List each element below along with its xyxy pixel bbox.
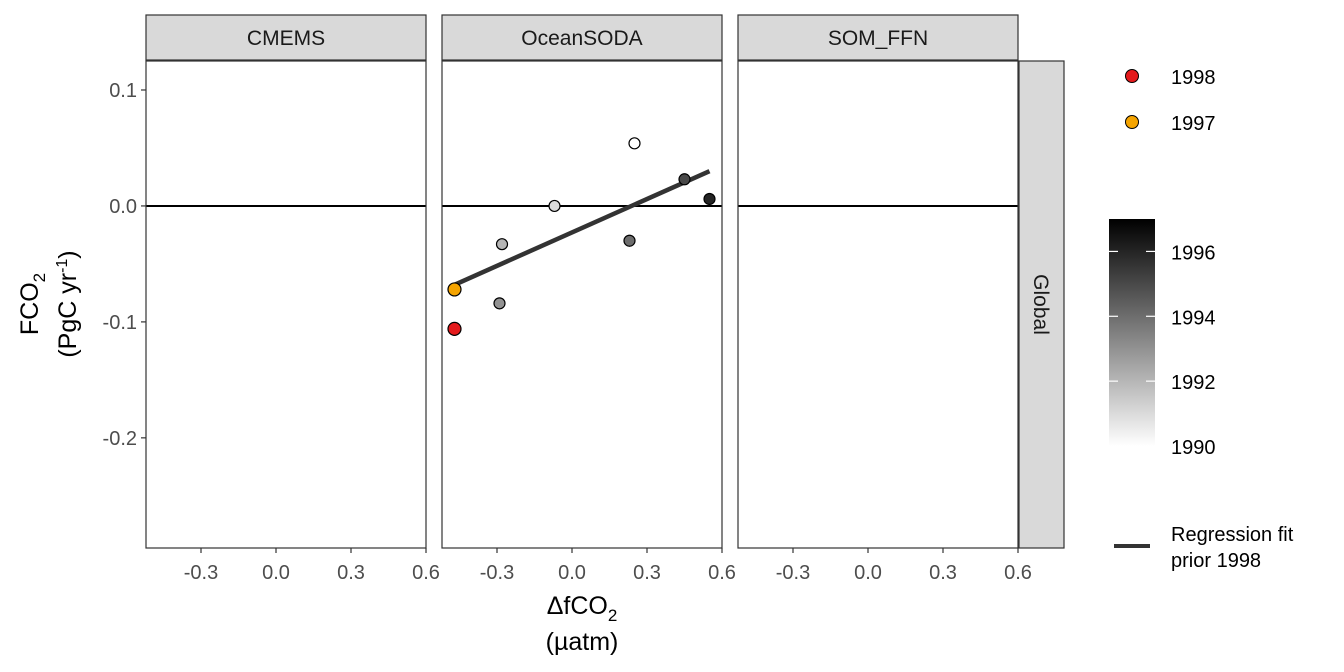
- y-axis-unit-post: ): [54, 250, 82, 258]
- strip-label-som-ffn: SOM_FFN: [828, 27, 928, 50]
- data-point-1997: [447, 282, 462, 297]
- x-tick-label: 0.6: [708, 562, 736, 584]
- y-axis-title-main: FCO: [16, 282, 44, 335]
- colorbar-tick-label: 1990: [1171, 437, 1216, 459]
- y-tick-label: -0.2: [103, 428, 137, 450]
- data-point-1992: [495, 238, 509, 251]
- colorbar-tick-label: 1992: [1171, 372, 1216, 394]
- strip-bg-oceansoda: [441, 14, 723, 61]
- x-axes: -0.3 0.0 0.3 0.6 -0.3 0.0 0.3 0.6 -0.3 0.0 0.3 0.6: [184, 548, 1032, 584]
- x-tick-label: 0.3: [337, 562, 365, 584]
- y-axis: 0.1 0.0 -0.1 -0.2: [103, 80, 146, 450]
- data-point-1996: [703, 192, 716, 206]
- legend-label-regression-line1: Regression fit: [1171, 524, 1294, 546]
- x-axis-title-subscript: 2: [608, 606, 617, 625]
- x-axis-title-main: ΔfCO: [547, 592, 608, 620]
- data-point-1994: [623, 234, 636, 247]
- panel-background: [738, 61, 1018, 548]
- x-tick-label: 0.0: [262, 562, 290, 584]
- y-tick-label: 0.0: [109, 196, 137, 218]
- y-axis-title: FCO2: [16, 273, 49, 335]
- y-axis-unit: (PgC yr-1): [54, 250, 82, 357]
- colorbar-tick-label: 1996: [1171, 242, 1216, 264]
- y-axis-unit-pre: (PgC yr: [54, 273, 82, 358]
- year-colorbar: 1996 1994 1992 1990: [1109, 219, 1216, 459]
- regression-line: [453, 169, 711, 287]
- panel-oceansoda: [441, 60, 723, 549]
- regression-legend: Regression fit prior 1998: [1114, 524, 1294, 572]
- panels: [145, 60, 1019, 549]
- panel-background: [442, 61, 722, 548]
- legend-key-1997: [1125, 115, 1139, 129]
- y-tick-label: 0.1: [109, 80, 137, 102]
- x-axis-title: ΔfCO2: [547, 592, 618, 625]
- y-axis-unit-superscript: -1: [54, 259, 71, 273]
- panel-border: [145, 60, 427, 549]
- strip-bg-som-ffn: [737, 14, 1019, 61]
- x-tick-label: 0.0: [854, 562, 882, 584]
- colorbar-tick-label: 1994: [1171, 307, 1216, 329]
- strip-bg-global: [1018, 60, 1065, 549]
- strip-label-global: Global: [1029, 274, 1052, 335]
- highlight-legend: 1998 1997: [1125, 67, 1216, 135]
- x-axis-oceansoda: -0.3 0.0 0.3 0.6: [480, 548, 736, 584]
- x-axis-unit: (µatm): [546, 628, 619, 656]
- colorbar-gradient: [1109, 219, 1155, 446]
- x-axis-som-ffn: -0.3 0.0 0.3 0.6: [776, 548, 1032, 584]
- panel-border: [441, 60, 723, 549]
- x-tick-label: -0.3: [480, 562, 514, 584]
- x-axis-cmems: -0.3 0.0 0.3 0.6: [184, 548, 440, 584]
- y-tick-label: -0.1: [103, 312, 137, 334]
- strip-label-cmems: CMEMS: [247, 27, 325, 50]
- data-point-1991: [548, 199, 561, 213]
- data-point-1995: [678, 173, 691, 186]
- strip-label-oceansoda: OceanSODA: [521, 27, 642, 50]
- strip-bg-cmems: [145, 14, 427, 61]
- legend-key-1998: [1125, 69, 1139, 83]
- x-tick-label: 0.3: [633, 562, 661, 584]
- data-point-1998: [447, 321, 462, 336]
- panel-som-ffn: [737, 60, 1019, 549]
- x-tick-label: -0.3: [184, 562, 218, 584]
- x-tick-label: -0.3: [776, 562, 810, 584]
- x-tick-label: 0.0: [558, 562, 586, 584]
- legend-label-1998: 1998: [1171, 67, 1216, 89]
- panel-border: [737, 60, 1019, 549]
- data-point-1990: [628, 137, 641, 150]
- panel-cmems: [145, 60, 427, 549]
- x-tick-label: 0.3: [929, 562, 957, 584]
- y-axis-title-subscript: 2: [30, 273, 49, 282]
- panel-background: [146, 61, 426, 548]
- legend-label-1997: 1997: [1171, 113, 1216, 135]
- data-point-1993: [493, 297, 506, 310]
- x-tick-label: 0.6: [1004, 562, 1032, 584]
- x-tick-label: 0.6: [412, 562, 440, 584]
- legend-label-regression-line2: prior 1998: [1171, 550, 1261, 572]
- facet-strips: CMEMS OceanSODA SOM_FFN Global: [145, 14, 1065, 549]
